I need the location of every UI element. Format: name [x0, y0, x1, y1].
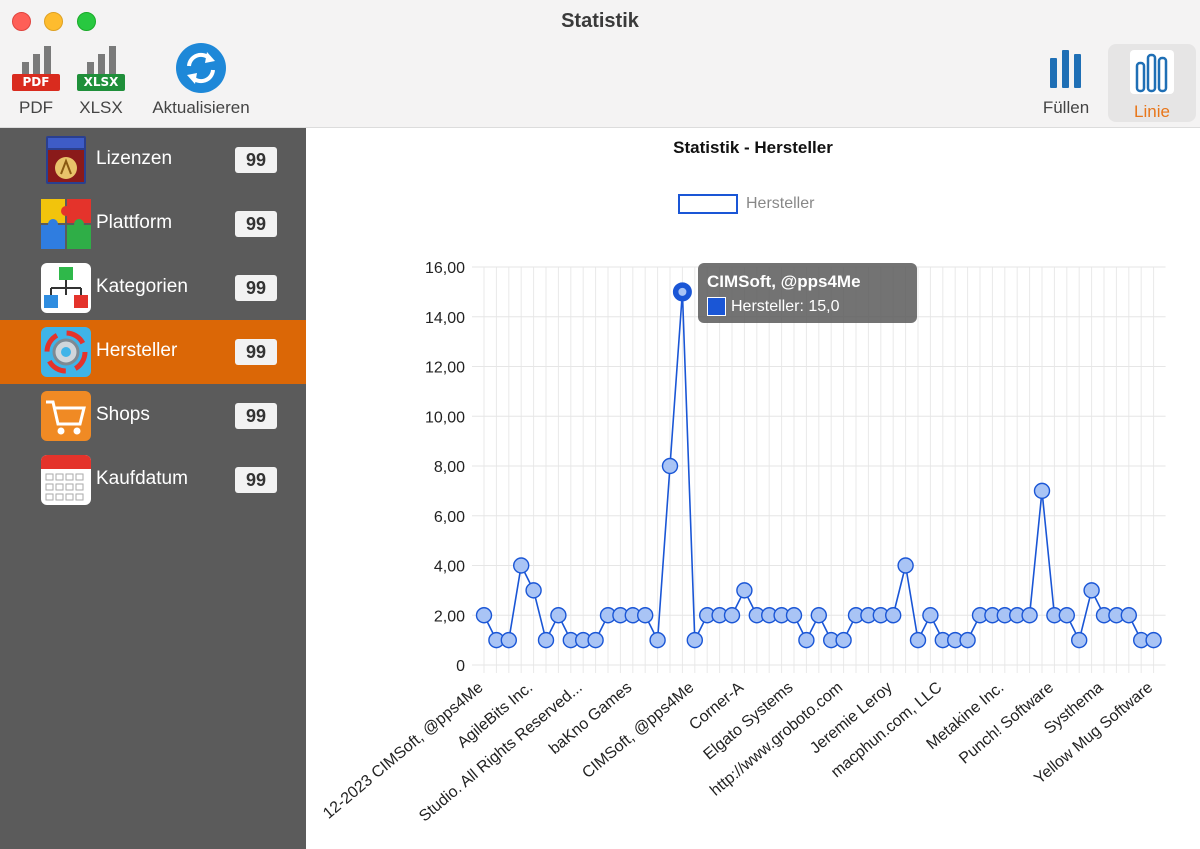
data-point — [537, 631, 555, 649]
tooltip-swatch — [707, 297, 726, 316]
line-chart-button[interactable]: Linie — [1108, 44, 1196, 122]
data-point — [798, 631, 815, 649]
sidebar-item-plattform[interactable]: Plattform 99 — [0, 192, 306, 256]
gear-icon — [41, 327, 91, 377]
sidebar-item-kaufdatum[interactable]: Kaufdatum 99 — [0, 448, 306, 512]
data-point — [512, 557, 530, 574]
puzzle-icon — [41, 199, 91, 249]
y-tick-label: 10,00 — [425, 409, 465, 426]
data-point — [835, 631, 852, 649]
y-tick-label: 16,00 — [425, 260, 465, 277]
refresh-button[interactable]: Aktualisieren — [144, 42, 258, 118]
sidebar-item-label: Lizenzen — [96, 148, 173, 169]
data-point — [885, 607, 902, 624]
zoom-window-button[interactable] — [77, 12, 96, 31]
bar-chart-outline-icon — [1130, 50, 1174, 94]
legend-label: Hersteller — [746, 195, 815, 212]
chart-legend[interactable]: Hersteller — [678, 194, 814, 214]
y-tick-label: 12,00 — [425, 360, 465, 377]
line-chart-label: Linie — [1134, 102, 1170, 121]
data-point — [1033, 482, 1051, 500]
data-point — [785, 607, 803, 624]
window-title: Statistik — [561, 10, 639, 32]
export-pdf-label: PDF — [19, 98, 53, 117]
data-point — [736, 582, 753, 599]
chart-tooltip: CIMSoft, @pps4Me Hersteller: 15,0 — [698, 263, 917, 323]
shopping-cart-icon — [41, 391, 91, 441]
data-point — [909, 631, 927, 649]
count-badge: 99 — [235, 403, 277, 429]
chart-title: Statistik - Hersteller — [673, 138, 833, 157]
export-xlsx-label: XLSX — [79, 98, 123, 117]
count-badge: 99 — [235, 467, 277, 493]
data-point — [1071, 631, 1088, 649]
tooltip-title: CIMSoft, @pps4Me — [707, 272, 861, 291]
x-tick-label: CIMSoft, @pps4Me — [579, 679, 697, 782]
data-point — [587, 631, 604, 649]
xlsx-tag: XLSX — [77, 74, 125, 91]
legend-swatch — [678, 194, 738, 214]
y-tick-label: 0 — [456, 658, 465, 675]
data-point — [525, 582, 542, 599]
license-manager-icon — [46, 136, 86, 184]
data-point — [897, 557, 914, 574]
export-pdf-button[interactable]: PDF PDF — [8, 42, 64, 118]
data-point — [500, 631, 518, 649]
sidebar: Lizenzen 99 Plattform 99 Kategorien 99 — [0, 128, 306, 849]
sidebar-item-hersteller[interactable]: Hersteller 99 — [0, 320, 306, 384]
count-badge: 99 — [235, 339, 277, 365]
minimize-window-button[interactable] — [44, 12, 63, 31]
data-point — [637, 607, 654, 624]
line-chart[interactable]: 0 2,00 4,00 6,00 8,00 10,00 12,00 14,00 16,00 12-… — [306, 129, 1200, 849]
sidebar-item-lizenzen[interactable]: Lizenzen 99 — [0, 128, 306, 192]
pdf-tag: PDF — [12, 74, 60, 91]
sidebar-item-label: Shops — [96, 404, 150, 425]
y-tick-label: 8,00 — [434, 459, 465, 476]
sidebar-item-kategorien[interactable]: Kategorien 99 — [0, 256, 306, 320]
sidebar-item-label: Plattform — [96, 212, 173, 233]
close-window-button[interactable] — [12, 12, 31, 31]
calendar-icon — [41, 455, 91, 505]
data-point — [475, 607, 493, 624]
refresh-icon — [176, 43, 226, 93]
data-point — [649, 631, 666, 649]
data-point — [1145, 631, 1162, 649]
data-point — [810, 607, 827, 624]
fill-chart-button[interactable]: Füllen — [1034, 42, 1098, 118]
data-point — [959, 631, 976, 649]
data-point — [1120, 607, 1137, 624]
chart-panel — [306, 129, 1200, 849]
sidebar-item-label: Kategorien — [96, 276, 188, 297]
fill-chart-label: Füllen — [1042, 98, 1090, 117]
sidebar-item-shops[interactable]: Shops 99 — [0, 384, 306, 448]
bar-chart-filled-icon — [1050, 50, 1081, 88]
data-point — [922, 607, 939, 624]
y-tick-label: 14,00 — [425, 310, 465, 327]
data-point-highlight — [678, 287, 687, 296]
refresh-label: Aktualisieren — [152, 98, 250, 117]
title-bar: Statistik PDF PDF XLSX XLSX Aktualisiere… — [0, 0, 1200, 128]
count-badge: 99 — [235, 211, 277, 237]
pdf-chart-icon: PDF — [10, 42, 62, 94]
y-tick-label: 4,00 — [434, 559, 465, 576]
hierarchy-icon — [41, 263, 91, 313]
data-point — [661, 457, 679, 475]
data-point — [1083, 582, 1100, 599]
data-point — [1058, 607, 1075, 624]
sidebar-item-label: Hersteller — [96, 340, 178, 361]
tooltip-text: Hersteller: 15,0 — [731, 298, 840, 315]
xlsx-chart-icon: XLSX — [75, 42, 127, 94]
y-tick-label: 6,00 — [434, 509, 465, 526]
y-tick-label: 2,00 — [434, 608, 465, 625]
data-point — [1021, 607, 1038, 624]
data-point — [686, 631, 703, 649]
export-xlsx-button[interactable]: XLSX XLSX — [72, 42, 130, 118]
x-tick-label: 12-2023 CIMSoft, @pps4Me — [320, 679, 487, 823]
count-badge: 99 — [235, 275, 277, 301]
sidebar-item-label: Kaufdatum — [96, 468, 188, 489]
count-badge: 99 — [235, 147, 277, 173]
data-point — [723, 607, 741, 624]
data-point — [550, 607, 567, 624]
